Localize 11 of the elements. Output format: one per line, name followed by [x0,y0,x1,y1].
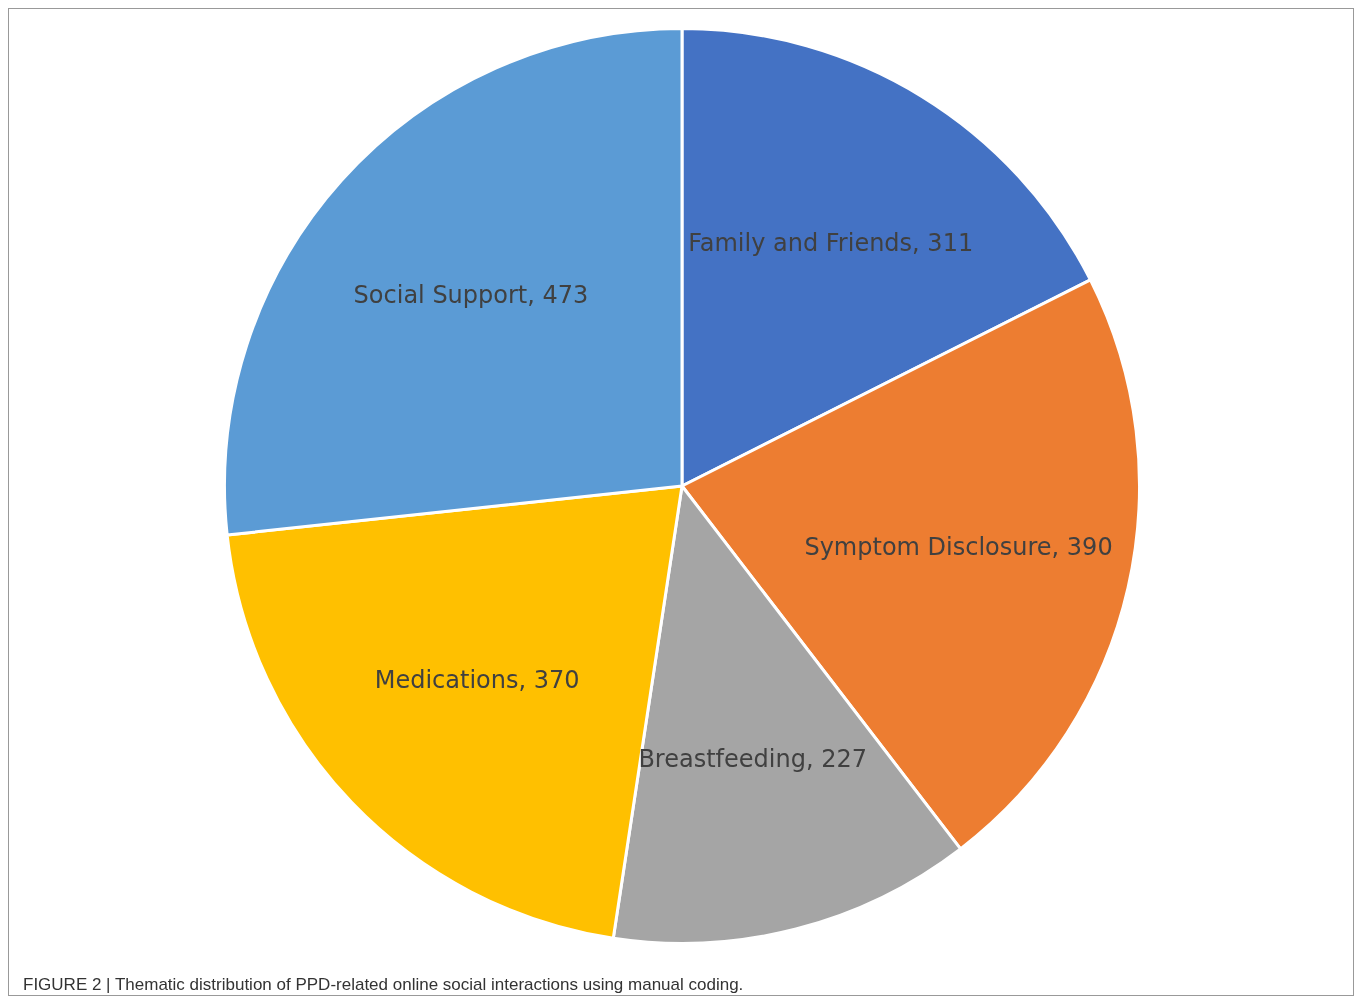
data-label: , 227 [805,744,867,773]
slice-label: Breastfeeding [638,744,806,773]
slice-label: Family and Friends [688,228,913,257]
data-label: , 370 [518,666,580,695]
caption: FIGURE 2 | Thematic distribution of PPD-related online social interactions using manual coding. [23,975,744,995]
slice-label: Social Support [353,280,528,309]
slice-label: Medications [374,666,519,695]
slice-label: Symptom Disclosure [804,533,1052,562]
data-label: , 311 [912,228,974,257]
data-label: , 473 [527,280,589,309]
data-label: , 390 [1051,533,1113,562]
